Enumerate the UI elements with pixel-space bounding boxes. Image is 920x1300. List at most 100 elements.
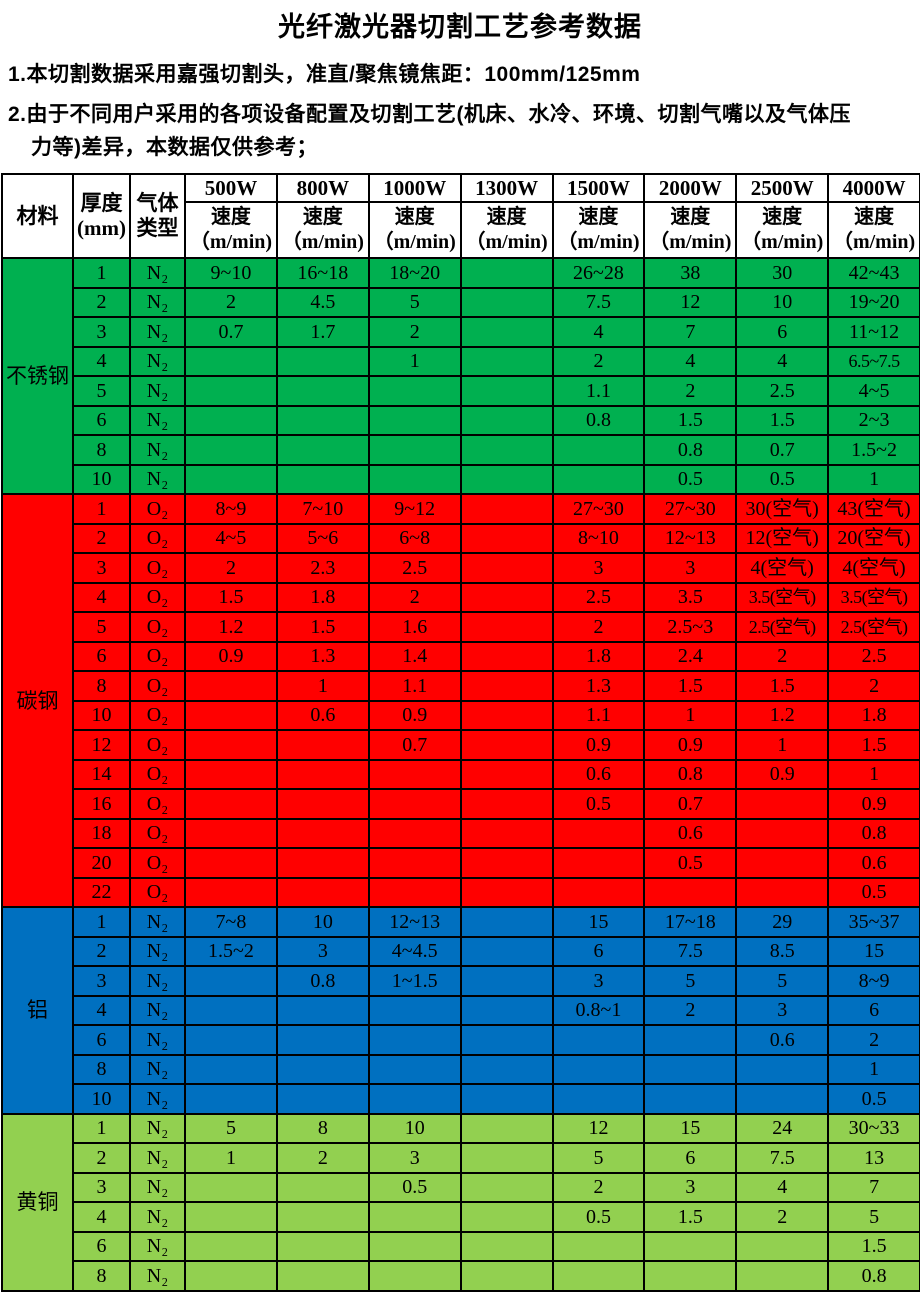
speed-value-cell: 4.5 xyxy=(275,286,370,318)
thickness-cell: 8 xyxy=(72,670,131,702)
speed-value-cell: 1.5 xyxy=(735,670,830,702)
speed-value-cell: 1.1 xyxy=(367,670,462,702)
thickness-cell: 6 xyxy=(72,1230,131,1262)
gas-type-cell: O₂ xyxy=(129,522,186,554)
thickness-cell: 14 xyxy=(72,758,131,790)
header-speed-text: 速度 xyxy=(210,206,251,228)
speed-value-cell: 0.9 xyxy=(551,729,646,761)
gas-type-cell: O₂ xyxy=(129,699,186,731)
speed-value-cell: 6.5~7.5 xyxy=(827,345,920,377)
speed-value-cell xyxy=(367,375,462,407)
gas-type-cell: N₂ xyxy=(129,935,186,967)
speed-value-cell: 0.8 xyxy=(275,965,370,997)
speed-value-cell xyxy=(184,788,278,820)
speed-value-cell: 1.6 xyxy=(367,611,462,643)
speed-value-cell: 2 xyxy=(827,670,920,702)
speed-value-cell: 1 xyxy=(367,345,462,377)
speed-value-cell: 0.6 xyxy=(551,758,646,790)
gas-type-cell: O₂ xyxy=(129,611,186,643)
speed-value-cell: 4 xyxy=(735,345,830,377)
speed-value-cell: 19~20 xyxy=(827,286,920,318)
speed-value-cell: 8 xyxy=(275,1112,370,1144)
speed-value-cell xyxy=(367,463,462,495)
speed-value-cell xyxy=(184,994,278,1026)
speed-value-cell xyxy=(275,345,370,377)
speed-value-cell: 0.5 xyxy=(643,463,738,495)
speed-value-cell xyxy=(551,1230,646,1262)
speed-value-cell: 8~10 xyxy=(551,522,646,554)
speed-value-cell: 0.5 xyxy=(367,1171,462,1203)
speed-value-cell: 1.8 xyxy=(275,581,370,613)
table-row: 3 N₂ 0.8 1~1.5 3 5 5 8~9 xyxy=(2,965,920,997)
gas-type-cell: N₂ xyxy=(129,404,186,436)
speed-value-cell: 9~10 xyxy=(184,257,278,289)
table-row: 不锈钢 1 N₂ 9~10 16~18 18~20 26~28 38 30 42~43 xyxy=(1,257,920,495)
table-row: 2 N₂ 1.5~2 3 4~4.5 6 7.5 8.5 15 xyxy=(2,935,920,967)
gas-type-cell: N₂ xyxy=(129,1112,186,1144)
table-row: 2 N₂ 2 4.5 5 7.5 12 10 19~20 xyxy=(2,286,920,318)
speed-value-cell xyxy=(735,788,830,820)
speed-value-cell: 4~5 xyxy=(827,375,920,407)
speed-value-cell: 6~8 xyxy=(367,522,462,554)
speed-value-cell: 6 xyxy=(643,1142,738,1174)
header-speed-text: 速度 xyxy=(854,206,895,228)
speed-value-cell: 2 xyxy=(827,1024,920,1056)
speed-value-cell xyxy=(459,1083,554,1115)
table-row: 5 O₂ 1.2 1.5 1.6 2 2.5~3 2.5(空气) 2.5(空气) xyxy=(2,611,920,643)
speed-value-cell: 4~5 xyxy=(184,522,278,554)
header-speed-text: 速度 xyxy=(670,206,711,228)
speed-value-cell xyxy=(367,1260,462,1292)
thickness-cell: 1 xyxy=(72,1112,131,1144)
speed-value-cell xyxy=(184,847,278,879)
speed-value-cell xyxy=(459,1053,554,1085)
speed-value-cell: 12 xyxy=(551,1112,646,1144)
thickness-cell: 1 xyxy=(72,906,131,938)
header-speed: 速度 （m/min) xyxy=(643,201,738,259)
speed-value-cell xyxy=(551,817,646,849)
header-power: 2500W xyxy=(735,173,830,203)
speed-value-cell: 30 xyxy=(735,257,830,289)
thickness-cell: 4 xyxy=(72,1201,131,1233)
header-speed-text: （m/min) xyxy=(281,231,364,253)
thickness-cell: 1 xyxy=(72,493,131,525)
speed-value-cell: 1.5 xyxy=(275,611,370,643)
speed-value-cell: 0.6 xyxy=(735,1024,830,1056)
speed-value-cell: 1 xyxy=(735,729,830,761)
speed-value-cell: 4 xyxy=(735,1171,830,1203)
speed-value-cell xyxy=(275,847,370,879)
speed-value-cell: 0.8~1 xyxy=(551,994,646,1026)
speed-value-cell xyxy=(275,1260,370,1292)
speed-value-cell xyxy=(551,1083,646,1115)
thickness-cell: 3 xyxy=(72,1171,131,1203)
speed-value-cell: 0.8 xyxy=(643,758,738,790)
table-row: 6 N₂ 0.8 1.5 1.5 2~3 xyxy=(2,404,920,436)
speed-value-cell: 0.7 xyxy=(367,729,462,761)
speed-value-cell xyxy=(551,463,646,495)
speed-value-cell xyxy=(184,758,278,790)
speed-value-cell xyxy=(367,1201,462,1233)
speed-value-cell: 1.5 xyxy=(184,581,278,613)
speed-value-cell xyxy=(367,1083,462,1115)
speed-value-cell: 3 xyxy=(643,552,738,584)
speed-value-cell: 2.5 xyxy=(367,552,462,584)
gas-type-cell: N₂ xyxy=(129,1024,186,1056)
gas-type-cell: N₂ xyxy=(129,434,186,466)
speed-value-cell: 3.5(空气) xyxy=(735,581,830,613)
speed-value-cell xyxy=(459,345,554,377)
speed-value-cell: 1 xyxy=(275,670,370,702)
speed-value-cell xyxy=(459,1230,554,1262)
gas-type-cell: N₂ xyxy=(129,994,186,1026)
speed-value-cell: 0.8 xyxy=(827,817,920,849)
speed-value-cell xyxy=(275,817,370,849)
speed-value-cell xyxy=(459,316,554,348)
gas-type-cell: N₂ xyxy=(129,1142,186,1174)
thickness-cell: 8 xyxy=(72,1260,131,1292)
speed-value-cell: 43(空气) xyxy=(827,493,920,525)
table-row: 20 O₂ 0.5 0.6 xyxy=(2,847,920,879)
speed-value-cell: 5 xyxy=(827,1201,920,1233)
table-row: 4 O₂ 1.5 1.8 2 2.5 3.5 3.5(空气) 3.5(空气) xyxy=(2,581,920,613)
speed-value-cell xyxy=(184,1024,278,1056)
gas-type-cell: N₂ xyxy=(129,1230,186,1262)
header-thickness-text: (mm) xyxy=(77,216,126,240)
speed-value-cell: 7 xyxy=(643,316,738,348)
